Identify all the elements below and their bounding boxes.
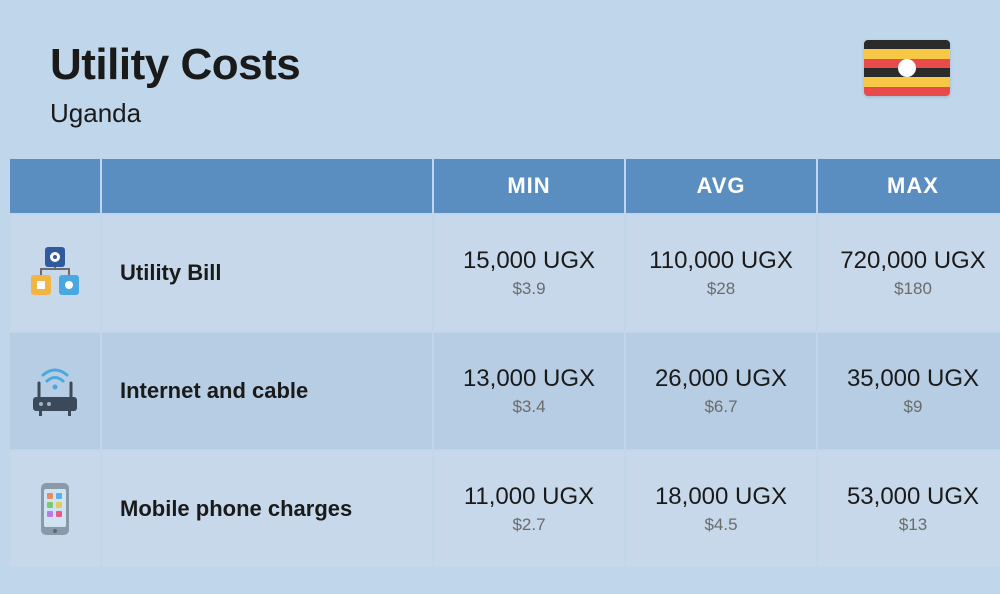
header: Utility Costs Uganda	[0, 0, 1000, 159]
table-row: Utility Bill 15,000 UGX $3.9 110,000 UGX…	[10, 215, 990, 331]
row-label: Utility Bill	[120, 260, 221, 286]
cell-min: 13,000 UGX $3.4	[434, 333, 624, 449]
value-secondary: $180	[894, 279, 932, 299]
row-icon-cell	[10, 333, 100, 449]
value-secondary: $3.9	[512, 279, 545, 299]
value-secondary: $9	[904, 397, 923, 417]
value-primary: 11,000 UGX	[464, 483, 594, 511]
table-row: Mobile phone charges 11,000 UGX $2.7 18,…	[10, 451, 990, 567]
title-block: Utility Costs Uganda	[50, 40, 300, 129]
header-cell-max: MAX	[818, 159, 1000, 213]
cell-max: 53,000 UGX $13	[818, 451, 1000, 567]
row-label-cell: Utility Bill	[102, 215, 432, 331]
cell-max: 720,000 UGX $180	[818, 215, 1000, 331]
costs-table: MIN AVG MAX Utility Bill 15,000 UGX $3.9	[0, 159, 1000, 577]
cell-avg: 110,000 UGX $28	[626, 215, 816, 331]
cell-avg: 26,000 UGX $6.7	[626, 333, 816, 449]
value-primary: 15,000 UGX	[463, 247, 595, 275]
value-primary: 26,000 UGX	[655, 365, 787, 393]
cell-min: 11,000 UGX $2.7	[434, 451, 624, 567]
page-title: Utility Costs	[50, 40, 300, 90]
value-primary: 13,000 UGX	[463, 365, 595, 393]
value-primary: 720,000 UGX	[840, 247, 985, 275]
header-cell-min: MIN	[434, 159, 624, 213]
cell-max: 35,000 UGX $9	[818, 333, 1000, 449]
row-label-cell: Mobile phone charges	[102, 451, 432, 567]
value-secondary: $28	[707, 279, 735, 299]
cell-avg: 18,000 UGX $4.5	[626, 451, 816, 567]
table-row: Internet and cable 13,000 UGX $3.4 26,00…	[10, 333, 990, 449]
row-icon-cell	[10, 215, 100, 331]
value-secondary: $4.5	[704, 515, 737, 535]
row-label: Internet and cable	[120, 378, 308, 404]
table-header-row: MIN AVG MAX	[10, 159, 990, 213]
country-name: Uganda	[50, 98, 300, 129]
uganda-flag-icon	[864, 40, 950, 96]
header-cell-avg: AVG	[626, 159, 816, 213]
value-secondary: $2.7	[512, 515, 545, 535]
utility-icon	[25, 243, 85, 303]
row-label-cell: Internet and cable	[102, 333, 432, 449]
value-primary: 53,000 UGX	[847, 483, 979, 511]
value-primary: 18,000 UGX	[655, 483, 787, 511]
value-secondary: $6.7	[704, 397, 737, 417]
phone-icon	[25, 479, 85, 539]
router-icon	[25, 361, 85, 421]
header-cell-empty	[10, 159, 100, 213]
row-icon-cell	[10, 451, 100, 567]
value-secondary: $13	[899, 515, 927, 535]
value-primary: 35,000 UGX	[847, 365, 979, 393]
value-secondary: $3.4	[512, 397, 545, 417]
row-label: Mobile phone charges	[120, 496, 352, 522]
value-primary: 110,000 UGX	[649, 247, 793, 275]
cell-min: 15,000 UGX $3.9	[434, 215, 624, 331]
header-cell-empty	[102, 159, 432, 213]
